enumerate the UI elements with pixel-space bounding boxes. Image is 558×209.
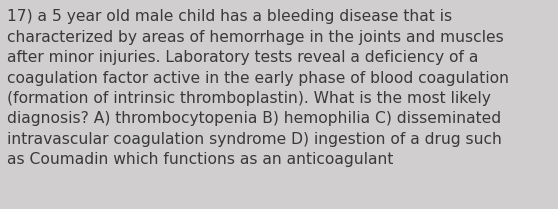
- Text: 17) a 5 year old male child has a bleeding disease that is
characterized by area: 17) a 5 year old male child has a bleedi…: [7, 9, 509, 167]
